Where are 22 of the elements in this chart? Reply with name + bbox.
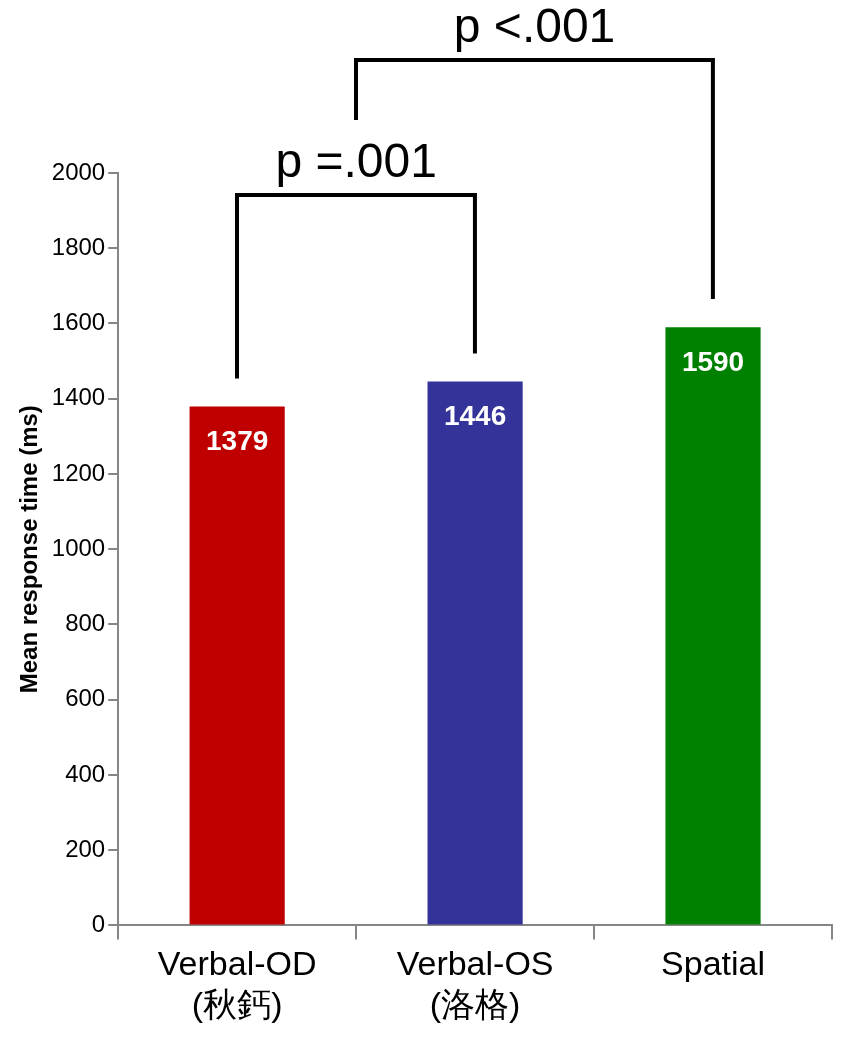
y-tick-label: 0 — [91, 910, 106, 938]
y-tick-label: 400 — [65, 759, 106, 787]
y-tick-label: 1600 — [51, 308, 106, 336]
bar — [665, 327, 761, 925]
y-tick-label: 2000 — [51, 157, 106, 185]
y-tick-label: 1400 — [51, 383, 106, 411]
data-label: 1379 — [206, 425, 269, 457]
data-label: 1590 — [681, 345, 745, 377]
bar — [189, 406, 285, 925]
y-tick-label: 1200 — [51, 458, 106, 486]
y-tick-label: 200 — [65, 834, 106, 862]
y-tick-label: 1000 — [51, 533, 106, 561]
y-tick-label: 800 — [65, 609, 106, 637]
annotation: p =.001 — [274, 133, 438, 189]
x-tick-label: Verbal-OS (洛格) — [396, 944, 554, 1023]
y-tick-label: 600 — [65, 684, 106, 712]
text: p <.001 — [452, 0, 617, 54]
x-tick-label: Verbal-OD (秋鈣) — [157, 944, 317, 1023]
data-label: 1446 — [443, 400, 507, 432]
y-tick-label: 1800 — [51, 232, 106, 260]
y-axis-title: Mean response time (ms) — [15, 405, 43, 694]
x-tick-label: Spatial — [661, 944, 766, 983]
